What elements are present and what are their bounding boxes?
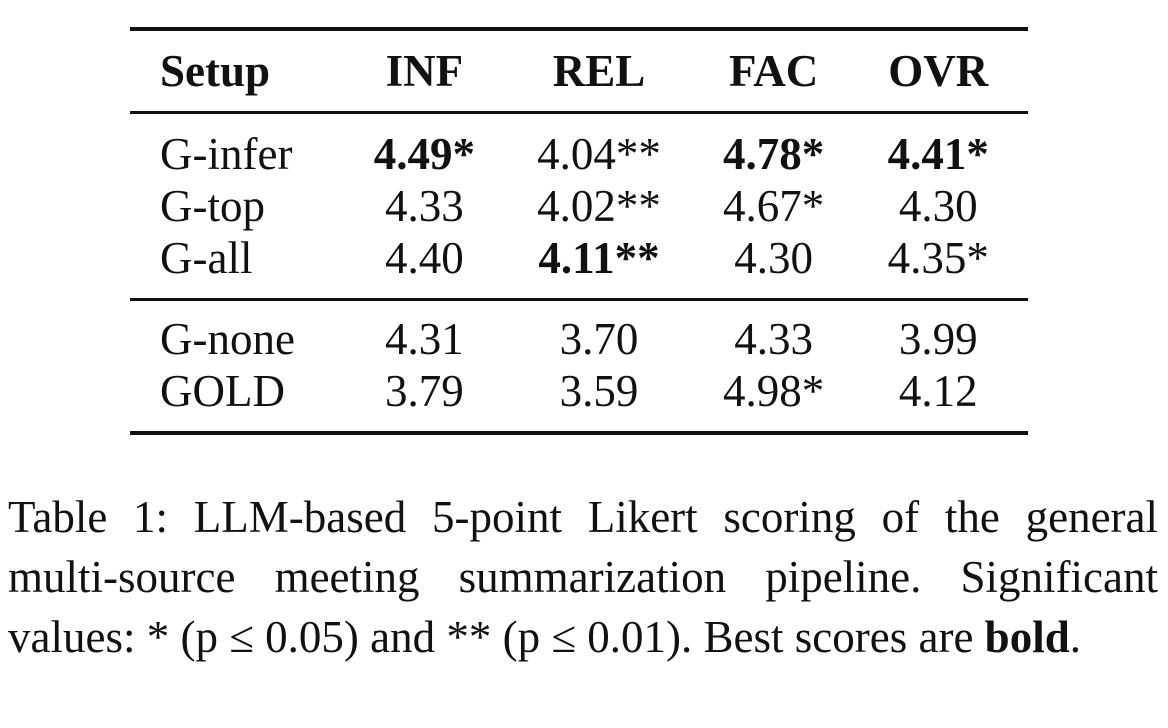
table-row: GOLD 3.79 3.59 4.98* 4.12 <box>130 365 1028 433</box>
header-ovr: OVR <box>888 46 989 96</box>
cell-inf: 4.49* <box>373 129 476 179</box>
cell-rel: 3.70 <box>559 314 639 364</box>
cell-setup: G-all <box>160 233 253 283</box>
header-fac: FAC <box>729 46 819 96</box>
results-table-container: Setup INF REL FAC OVR G-infer 4.49* 4.04… <box>130 27 1028 435</box>
cell-fac: 4.78* <box>723 129 825 179</box>
header-row: Setup INF REL FAC OVR <box>130 29 1028 113</box>
cell-rel: 4.04** <box>537 129 661 179</box>
cell-ovr: 4.30 <box>898 181 978 231</box>
cell-setup: GOLD <box>160 366 285 416</box>
table-row: G-all 4.40 4.11** 4.30 4.35* <box>130 232 1028 300</box>
cell-fac: 4.67* <box>723 181 825 231</box>
results-table: Setup INF REL FAC OVR G-infer 4.49* 4.04… <box>130 27 1028 435</box>
header-setup: Setup <box>160 46 271 96</box>
cell-rel: 4.11** <box>538 233 660 283</box>
header-inf: INF <box>385 46 464 96</box>
table-row: G-top 4.33 4.02** 4.67* 4.30 <box>130 180 1028 232</box>
table-row: G-none 4.31 3.70 4.33 3.99 <box>130 300 1028 366</box>
cell-rel: 4.02** <box>537 181 661 231</box>
caption-end: . <box>1069 612 1081 662</box>
cell-ovr: 4.41* <box>887 129 989 179</box>
table-group-generated: G-infer 4.49* 4.04** 4.78* 4.41* G-top 4… <box>130 113 1028 300</box>
caption-bold-word: bold <box>984 612 1070 662</box>
table-group-baselines: G-none 4.31 3.70 4.33 3.99 GOLD 3.79 3.5… <box>130 300 1028 433</box>
caption-label: Table 1: <box>8 492 169 542</box>
cell-setup: G-infer <box>160 129 293 179</box>
cell-inf: 4.33 <box>385 181 464 231</box>
cell-ovr: 4.35* <box>887 233 989 283</box>
cell-setup: G-none <box>160 314 295 364</box>
table-row: G-infer 4.49* 4.04** 4.78* 4.41* <box>130 113 1028 181</box>
header-rel: REL <box>552 46 646 96</box>
cell-ovr: 3.99 <box>898 314 978 364</box>
cell-rel: 3.59 <box>559 366 639 416</box>
cell-setup: G-top <box>160 181 265 231</box>
table-caption: Table 1: LLM-based 5-point Likert scorin… <box>8 487 1158 667</box>
cell-inf: 4.31 <box>385 314 464 364</box>
cell-inf: 4.40 <box>385 233 464 283</box>
cell-fac: 4.33 <box>734 314 813 364</box>
cell-fac: 4.98* <box>723 366 825 416</box>
cell-ovr: 4.12 <box>898 366 978 416</box>
cell-inf: 3.79 <box>385 366 464 416</box>
caption-text: LLM-based 5-point Likert scoring of the … <box>8 492 1158 662</box>
cell-fac: 4.30 <box>734 233 813 283</box>
